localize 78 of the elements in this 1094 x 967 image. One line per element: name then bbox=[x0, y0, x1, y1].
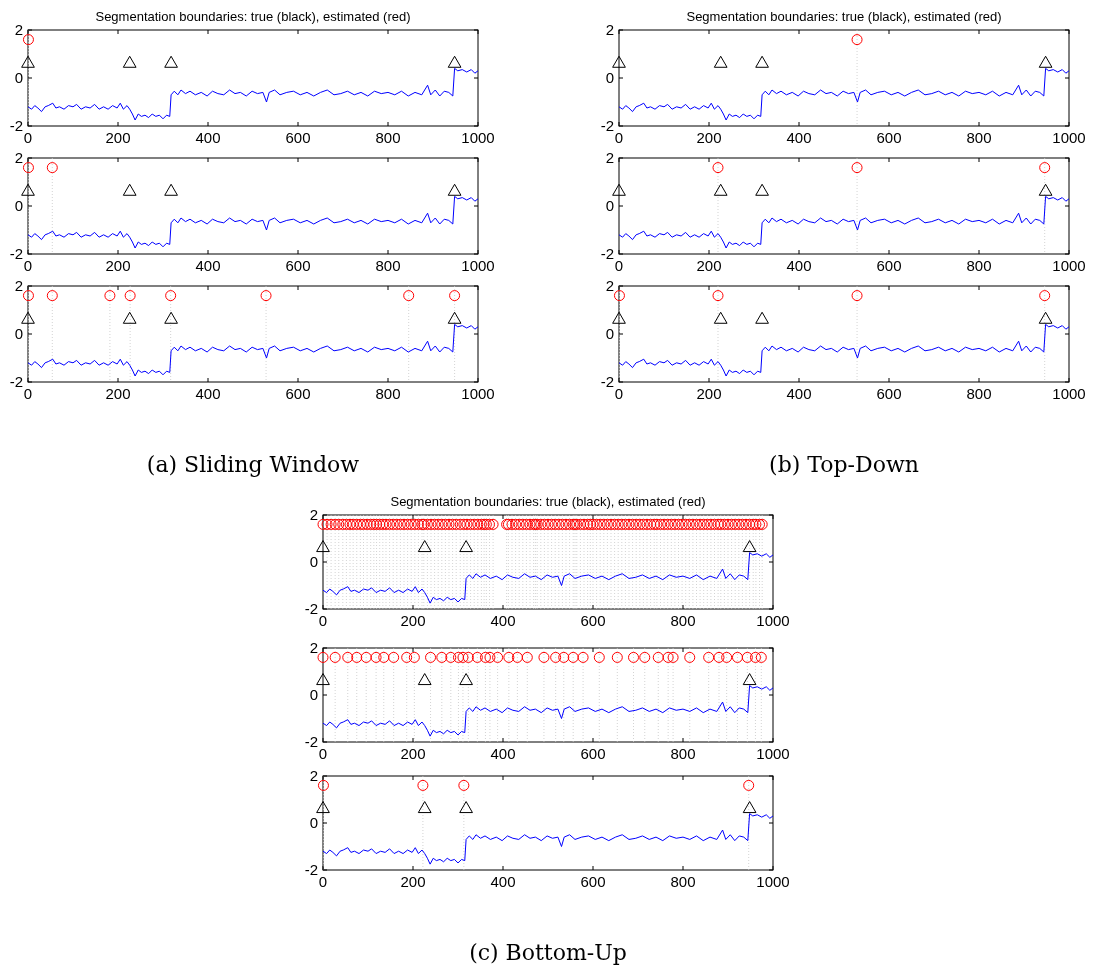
x-tick-label: 600 bbox=[580, 612, 606, 629]
x-tick-label: 400 bbox=[490, 745, 516, 762]
x-tick-label: 800 bbox=[670, 873, 696, 890]
x-tick-label: 800 bbox=[375, 385, 401, 402]
y-tick-label: 2 bbox=[14, 149, 23, 166]
y-tick-label: -2 bbox=[304, 733, 318, 750]
x-tick-label: 400 bbox=[490, 612, 516, 629]
y-tick-label: 0 bbox=[14, 325, 23, 342]
x-tick-label: 200 bbox=[400, 612, 426, 629]
y-tick-label: -2 bbox=[600, 373, 614, 390]
y-tick-label: -2 bbox=[9, 245, 23, 262]
x-tick-label: 1000 bbox=[461, 385, 495, 402]
x-tick-label: 200 bbox=[400, 745, 426, 762]
y-tick-label: 2 bbox=[309, 506, 318, 523]
x-tick-label: 200 bbox=[696, 257, 722, 274]
x-tick-label: 200 bbox=[696, 385, 722, 402]
chart-title: Segmentation boundaries: true (black), estimated (red) bbox=[390, 494, 706, 509]
x-tick-label: 200 bbox=[105, 129, 131, 146]
y-tick-label: 0 bbox=[605, 197, 614, 214]
x-tick-label: 600 bbox=[580, 745, 606, 762]
y-tick-label: 2 bbox=[14, 21, 23, 38]
x-tick-label: 800 bbox=[375, 129, 401, 146]
text: (b) Top-Down bbox=[769, 452, 919, 477]
chart-title: Segmentation boundaries: true (black), estimated (red) bbox=[686, 9, 1002, 24]
y-tick-label: 2 bbox=[605, 149, 614, 166]
y-tick-label: -2 bbox=[9, 373, 23, 390]
x-tick-label: 600 bbox=[285, 385, 311, 402]
x-tick-label: 1000 bbox=[1052, 129, 1086, 146]
y-tick-label: 2 bbox=[309, 639, 318, 656]
y-tick-label: -2 bbox=[600, 117, 614, 134]
chart-title: Segmentation boundaries: true (black), estimated (red) bbox=[95, 9, 411, 24]
x-tick-label: 400 bbox=[195, 385, 221, 402]
text: (c) Bottom-Up bbox=[469, 940, 627, 965]
x-tick-label: 200 bbox=[105, 385, 131, 402]
x-tick-label: 400 bbox=[786, 257, 812, 274]
x-tick-label: 400 bbox=[786, 385, 812, 402]
x-tick-label: 600 bbox=[580, 873, 606, 890]
y-tick-label: 0 bbox=[14, 197, 23, 214]
y-tick-label: 2 bbox=[605, 21, 614, 38]
y-tick-label: -2 bbox=[600, 245, 614, 262]
y-tick-label: 2 bbox=[605, 277, 614, 294]
x-tick-label: 1000 bbox=[1052, 257, 1086, 274]
y-tick-label: 0 bbox=[309, 814, 318, 831]
y-tick-label: -2 bbox=[9, 117, 23, 134]
y-tick-label: 2 bbox=[14, 277, 23, 294]
x-tick-label: 800 bbox=[966, 385, 992, 402]
y-tick-label: 0 bbox=[605, 325, 614, 342]
x-tick-label: 200 bbox=[400, 873, 426, 890]
x-tick-label: 1000 bbox=[756, 745, 790, 762]
text: (a) Sliding Window bbox=[146, 452, 360, 477]
y-tick-label: 0 bbox=[605, 69, 614, 86]
x-tick-label: 400 bbox=[195, 129, 221, 146]
x-tick-label: 600 bbox=[285, 129, 311, 146]
x-tick-label: 800 bbox=[670, 612, 696, 629]
x-tick-label: 1000 bbox=[756, 612, 790, 629]
x-tick-label: 600 bbox=[285, 257, 311, 274]
x-tick-label: 400 bbox=[490, 873, 516, 890]
x-tick-label: 1000 bbox=[461, 257, 495, 274]
x-tick-label: 400 bbox=[786, 129, 812, 146]
x-tick-label: 1000 bbox=[1052, 385, 1086, 402]
x-tick-label: 800 bbox=[966, 129, 992, 146]
y-tick-label: -2 bbox=[304, 600, 318, 617]
x-tick-label: 800 bbox=[375, 257, 401, 274]
x-tick-label: 400 bbox=[195, 257, 221, 274]
y-tick-label: 0 bbox=[309, 553, 318, 570]
x-tick-label: 800 bbox=[670, 745, 696, 762]
y-tick-label: 2 bbox=[309, 767, 318, 784]
y-tick-label: 0 bbox=[309, 686, 318, 703]
x-tick-label: 600 bbox=[876, 257, 902, 274]
x-tick-label: 600 bbox=[876, 129, 902, 146]
x-tick-label: 600 bbox=[876, 385, 902, 402]
x-tick-label: 200 bbox=[696, 129, 722, 146]
x-tick-label: 800 bbox=[966, 257, 992, 274]
x-tick-label: 200 bbox=[105, 257, 131, 274]
y-tick-label: -2 bbox=[304, 861, 318, 878]
y-tick-label: 0 bbox=[14, 69, 23, 86]
x-tick-label: 1000 bbox=[461, 129, 495, 146]
x-tick-label: 1000 bbox=[756, 873, 790, 890]
